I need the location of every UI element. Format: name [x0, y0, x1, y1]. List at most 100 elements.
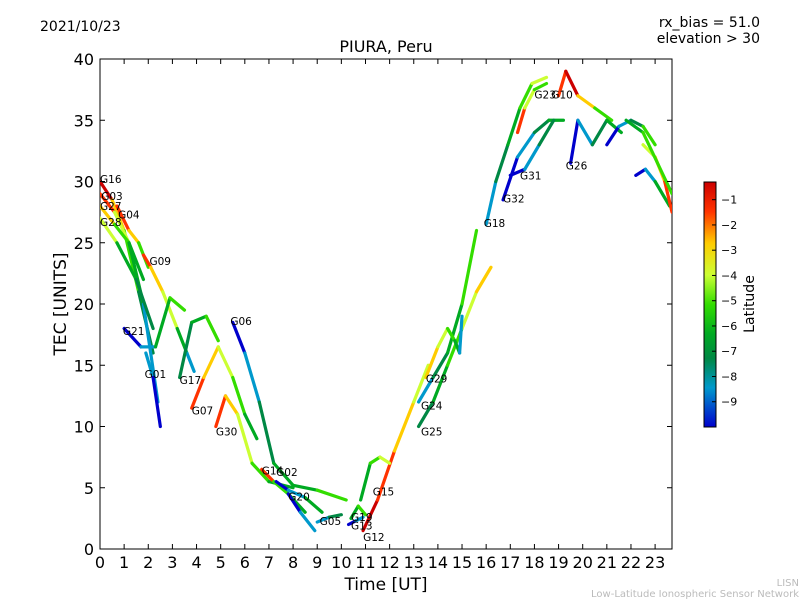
series-segment: [327, 513, 343, 519]
series-segment: [315, 488, 348, 502]
x-tick-label: 5: [216, 553, 226, 572]
chart-title: PIURA, Peru: [339, 37, 432, 56]
series-segment: [556, 69, 568, 98]
series-segment: [641, 130, 672, 196]
colorbar-ticks: −1 −2 −3 −4 −5 −6 −7 −8 −9: [712, 194, 737, 409]
colorbar-tick-label: −8: [721, 370, 737, 383]
series-segment: [315, 515, 331, 524]
satellite-label: G30: [216, 426, 238, 438]
series-segment: [515, 106, 527, 135]
satellite-label: G06: [230, 316, 252, 328]
series-segment: [431, 351, 450, 380]
satellite-label: G32: [503, 194, 524, 206]
satellite-label: G19: [351, 512, 373, 524]
series-segment: [506, 106, 522, 147]
series-g07: [190, 345, 259, 441]
series-g15: [359, 455, 392, 502]
satellite-label: G28: [100, 217, 122, 229]
series-segment: [629, 118, 645, 128]
series-segment: [501, 155, 520, 202]
satellite-label: G13: [351, 521, 373, 533]
series-segment: [523, 143, 541, 171]
series-segment: [641, 124, 657, 147]
colorbar-tick-label: −4: [721, 269, 737, 282]
series-segment: [354, 515, 365, 523]
series-g13: [346, 515, 365, 527]
series-segment: [141, 253, 153, 269]
series-segment: [634, 167, 648, 177]
x-tick-label: 11: [355, 553, 375, 572]
y-tick-label: 35: [74, 111, 94, 130]
series-g10: [556, 69, 614, 122]
series-segment: [349, 504, 360, 520]
axis-layer: 0 1 2 3 4 5 6 7 8 9 10 11 12 13 14 15 16 17 18 19 20 21 22 2305…: [74, 50, 672, 572]
series-g12: [361, 363, 430, 533]
colorbar-tick-label: −2: [721, 219, 737, 232]
series-segment: [392, 400, 416, 453]
series-layer: [100, 69, 672, 533]
series-segment: [532, 81, 549, 92]
plot-area: [99, 58, 673, 550]
x-tick-label: 10: [331, 553, 351, 572]
series-segment: [161, 290, 179, 331]
series-segment: [214, 394, 228, 429]
series-segment: [231, 320, 247, 355]
series-g17: [178, 314, 220, 380]
satellite-label: G12: [363, 532, 385, 544]
x-tick-label: 6: [240, 553, 250, 572]
satellite-label: G10: [551, 90, 573, 102]
series-segment: [368, 455, 382, 465]
series-segment: [569, 118, 580, 165]
satellite-label: G02: [276, 467, 298, 479]
y-tick-label: 15: [74, 356, 94, 375]
series-segment: [576, 94, 597, 110]
x-tick-label: 3: [167, 553, 177, 572]
series-segment: [576, 118, 594, 147]
series-segment: [643, 167, 657, 184]
series-segment: [424, 345, 440, 380]
series-g05: [315, 513, 343, 524]
series-segment: [223, 394, 240, 416]
x-axis-label: Time [UT]: [343, 575, 427, 595]
series-segment: [250, 461, 271, 484]
colorbar-tick-label: −6: [721, 320, 737, 333]
series-g34: [624, 118, 672, 196]
satellite-label: G18: [484, 218, 506, 230]
series-segment: [144, 351, 155, 380]
series-segment: [291, 483, 319, 492]
x-tick-label: 17: [500, 553, 520, 572]
series-segment: [590, 118, 609, 147]
series-g29: [424, 314, 464, 380]
series-segment: [204, 314, 220, 343]
series-g23: [515, 81, 549, 135]
colorbar-tick-label: −3: [721, 244, 737, 257]
series-segment: [460, 290, 479, 331]
series-segment: [508, 167, 527, 177]
series-segment: [100, 192, 117, 214]
series-segment: [530, 75, 549, 86]
series-segment: [484, 179, 498, 226]
x-tick-label: 23: [645, 553, 665, 572]
series-segment: [100, 179, 114, 202]
series-segment: [243, 412, 259, 441]
series-segment: [303, 495, 324, 514]
series-g02: [274, 480, 324, 514]
series-segment: [122, 326, 143, 349]
x-tick-label: 21: [597, 553, 617, 572]
x-tick-label: 9: [312, 553, 322, 572]
series-segment: [260, 467, 276, 484]
series-segment: [445, 302, 464, 355]
series-segment: [356, 504, 368, 517]
series-segment: [653, 179, 672, 208]
series-g32: [501, 118, 565, 202]
satellite-label: G31: [520, 170, 542, 182]
series-segment: [216, 345, 235, 380]
series-segment: [190, 375, 206, 410]
series-segment: [274, 480, 290, 492]
series-segment: [127, 228, 141, 245]
series-segment: [515, 130, 537, 159]
y-tick-label: 5: [84, 479, 94, 498]
series-segment: [605, 124, 621, 147]
satellite-label: G25: [421, 426, 443, 438]
series-segment: [112, 222, 131, 245]
